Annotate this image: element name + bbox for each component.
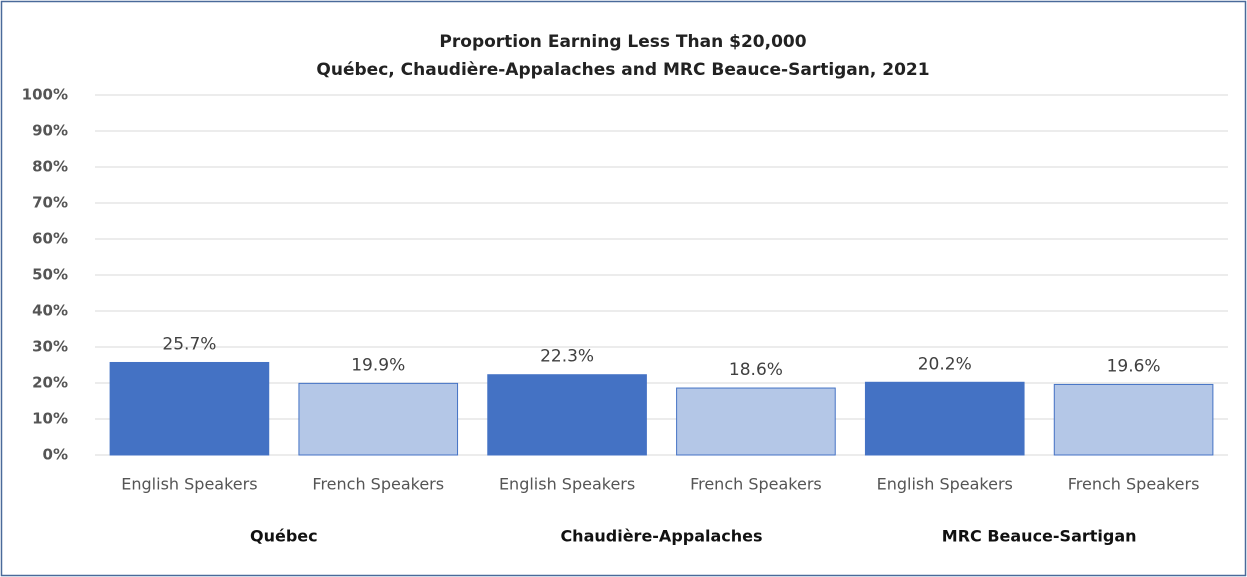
x-tick-label: French Speakers bbox=[312, 475, 444, 494]
x-tick-label: French Speakers bbox=[690, 475, 822, 494]
y-tick-label: 30% bbox=[32, 338, 68, 356]
value-label: 19.9% bbox=[351, 355, 405, 375]
y-tick-label: 0% bbox=[43, 446, 68, 464]
x-tick-label: English Speakers bbox=[877, 475, 1013, 494]
y-tick-label: 60% bbox=[32, 230, 68, 248]
value-label: 25.7% bbox=[162, 334, 216, 354]
y-tick-label: 20% bbox=[32, 374, 68, 392]
group-label: MRC Beauce-Sartigan bbox=[942, 527, 1137, 546]
x-tick-label: English Speakers bbox=[121, 475, 257, 494]
value-label: 19.6% bbox=[1107, 356, 1161, 376]
bar bbox=[109, 361, 270, 456]
chart-subtitle: Québec, Chaudière-Appalaches and MRC Bea… bbox=[316, 60, 929, 80]
group-label: Québec bbox=[250, 527, 318, 546]
y-tick-label: 100% bbox=[22, 86, 68, 104]
value-label: 18.6% bbox=[729, 360, 783, 380]
bar bbox=[298, 382, 459, 456]
bar bbox=[676, 387, 836, 456]
x-tick-label: French Speakers bbox=[1068, 475, 1200, 494]
y-tick-label: 50% bbox=[32, 266, 68, 284]
value-label: 22.3% bbox=[540, 347, 594, 367]
y-tick-label: 80% bbox=[32, 158, 68, 176]
chart-title: Proportion Earning Less Than $20,000 bbox=[439, 32, 806, 52]
bar bbox=[864, 381, 1025, 456]
y-tick-label: 70% bbox=[32, 194, 68, 212]
group-label: Chaudière-Appalaches bbox=[560, 527, 762, 546]
y-tick-label: 10% bbox=[32, 410, 68, 428]
y-tick-label: 40% bbox=[32, 302, 68, 320]
value-label: 20.2% bbox=[918, 354, 972, 374]
y-tick-label: 90% bbox=[32, 122, 68, 140]
x-tick-label: English Speakers bbox=[499, 475, 635, 494]
bar bbox=[1053, 383, 1214, 456]
bar bbox=[487, 374, 647, 456]
